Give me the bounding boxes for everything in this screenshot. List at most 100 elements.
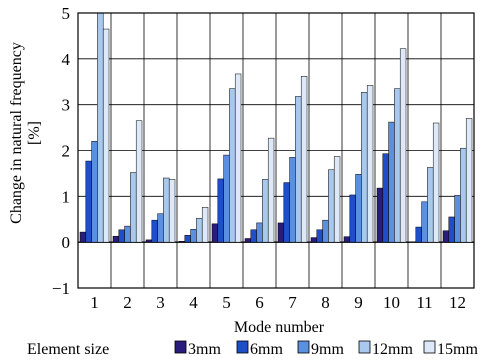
x-tick-label: 6 [255,293,264,312]
bar-mode-12-6mm [448,216,455,243]
legend-swatch-6mm [236,340,249,354]
y-tick-label: 0 [62,233,71,252]
bar-mode-10-3mm [376,187,384,243]
legend-label-9mm: 9mm [311,341,344,358]
bar-mode-5-15mm [234,73,242,243]
bar-mode-8-6mm [316,229,323,243]
x-tick-label: 7 [288,293,297,312]
bar-mode-8-9mm [322,219,329,243]
bar-mode-1-9mm [91,141,98,243]
bar-mode-1-6mm [85,160,92,243]
bar-mode-11-9mm [421,201,428,243]
bar-mode-11-6mm [415,226,422,243]
bar-mode-1-12mm [97,12,104,243]
legend-label-12mm: 12mm [372,341,413,358]
bar-mode-4-9mm [190,229,197,243]
bar-mode-8-12mm [328,169,335,243]
bar-mode-4-12mm [196,218,203,243]
grid-lines [78,12,474,289]
bar-mode-5-9mm [223,154,230,243]
bar-mode-8-15mm [333,156,341,243]
bar-mode-12-9mm [454,195,461,243]
x-tick-label: 5 [222,293,231,312]
bar-mode-6-3mm [244,238,252,243]
bar-mode-11-15mm [432,122,440,243]
y-tick-label: 3 [62,96,71,115]
bar-mode-6-9mm [256,222,263,243]
bar-mode-4-15mm [201,207,209,243]
bar-mode-1-3mm [79,231,87,243]
bar-mode-9-9mm [355,174,362,243]
legend-title: Element size [27,341,109,358]
bar-mode-3-6mm [151,219,158,243]
x-tick-labels: 1 2 3 4 5 6 7 8 9 10 11 12 [90,293,466,312]
y-tick-label: 1 [62,187,71,206]
bar-mode-3-9mm [157,213,164,243]
bar-mode-6-6mm [250,229,257,243]
bars-layer [79,12,473,243]
bar-mode-2-15mm [135,120,143,243]
bar-mode-12-3mm [442,230,450,243]
bar-mode-5-12mm [229,88,236,243]
bar-mode-10-15mm [399,48,407,243]
bar-mode-7-9mm [289,157,296,243]
bar-mode-12-15mm [465,118,473,243]
bar-mode-9-6mm [349,194,356,243]
bar-mode-10-9mm [388,121,395,243]
bar-mode-7-15mm [300,76,308,243]
y-tick-label: 5 [62,4,71,23]
legend: Element size 3mm 6mm 9mm 12mm 15mm [27,340,478,358]
bar-mode-1-15mm [102,28,110,243]
bar-mode-5-3mm [211,223,219,243]
legend-swatch-12mm [358,340,371,354]
bar-mode-7-12mm [295,96,302,243]
bar-mode-5-6mm [217,178,224,243]
x-tick-label: 9 [354,293,363,312]
bar-mode-11-12mm [427,167,434,243]
x-tick-label: 11 [416,293,432,312]
bar-mode-4-3mm [178,241,186,243]
bar-mode-2-6mm [118,229,125,243]
legend-swatch-9mm [297,340,310,354]
bar-mode-10-12mm [394,88,401,243]
x-tick-label: 8 [321,293,330,312]
plot-border [77,12,475,289]
legend-swatch-15mm [423,340,436,354]
plot-frame [77,12,475,289]
legend-label-3mm: 3mm [188,341,221,358]
bar-mode-2-9mm [124,225,131,243]
bar-mode-7-3mm [277,222,285,243]
bar-mode-2-3mm [112,235,120,243]
bar-mode-3-15mm [168,179,176,243]
legend-label-6mm: 6mm [250,341,283,358]
x-tick-label: 2 [123,293,132,312]
x-tick-label: 1 [90,293,99,312]
bar-mode-9-15mm [366,85,374,243]
bar-mode-4-6mm [184,235,191,243]
bar-mode-3-12mm [163,177,170,243]
x-axis-label: Mode number [234,319,325,336]
bar-mode-3-3mm [145,239,153,243]
y-tick-label: 4 [62,50,71,69]
x-tick-label: 3 [156,293,165,312]
y-tick-label: 2 [62,142,71,161]
x-tick-label: 10 [383,293,400,312]
bar-mode-2-12mm [130,172,137,243]
bar-mode-10-6mm [382,153,389,243]
legend-swatch-3mm [174,340,187,354]
bar-mode-9-3mm [343,236,351,243]
y-axis-label-line1: Change in natural frequency [8,42,25,224]
y-tick-label: −1 [52,279,70,298]
x-tick-label: 4 [189,293,198,312]
bar-mode-7-6mm [283,182,290,243]
y-tick-labels: −1 0 1 2 3 4 5 [52,4,71,298]
bar-mode-12-12mm [460,147,467,243]
bar-mode-9-12mm [361,92,368,243]
bar-mode-6-15mm [267,137,275,243]
y-axis-label-line2: [%] [26,121,43,145]
bar-mode-8-3mm [310,237,318,243]
x-tick-label: 12 [449,293,466,312]
legend-label-15mm: 15mm [437,341,478,358]
